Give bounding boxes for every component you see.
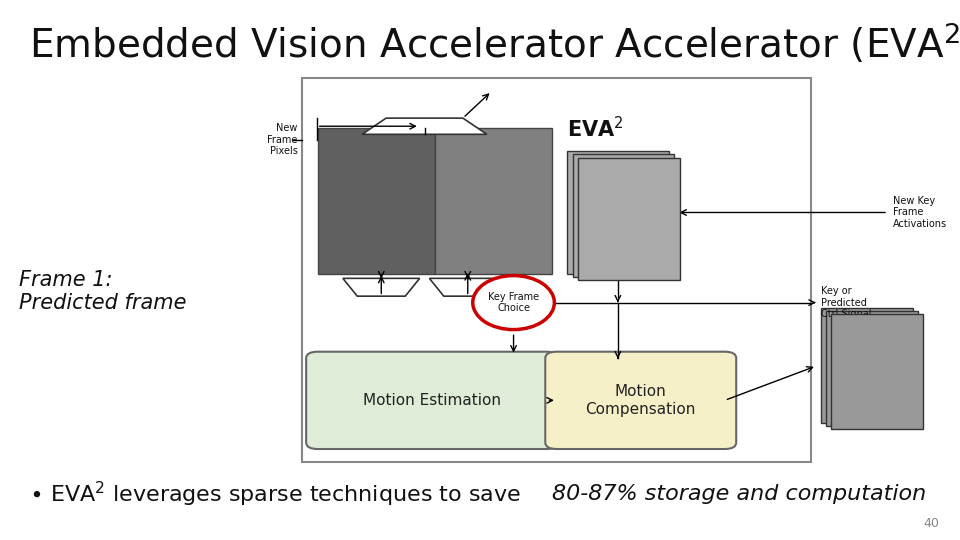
Text: Motion Estimation: Motion Estimation: [363, 393, 501, 408]
Text: Motion
Compensation: Motion Compensation: [586, 384, 696, 416]
Polygon shape: [362, 118, 487, 134]
FancyBboxPatch shape: [579, 158, 681, 280]
Text: 40: 40: [923, 517, 939, 530]
FancyBboxPatch shape: [827, 311, 918, 426]
Text: Key or
Predicted
Ctrl Signal: Key or Predicted Ctrl Signal: [821, 286, 872, 319]
FancyBboxPatch shape: [302, 78, 811, 462]
FancyBboxPatch shape: [318, 128, 435, 274]
FancyBboxPatch shape: [573, 154, 675, 277]
Text: 80-87% storage and computation: 80-87% storage and computation: [552, 484, 926, 504]
Ellipse shape: [472, 275, 554, 329]
Text: New
Frame
Pixels: New Frame Pixels: [267, 123, 298, 156]
Text: New Key
Frame
Activations: New Key Frame Activations: [893, 196, 947, 229]
FancyBboxPatch shape: [822, 308, 913, 423]
Text: Key Frame
Choice: Key Frame Choice: [488, 292, 540, 313]
Text: $\bullet$ EVA$^2$ leverages sparse techniques to save: $\bullet$ EVA$^2$ leverages sparse techn…: [29, 480, 522, 509]
FancyBboxPatch shape: [567, 151, 669, 274]
Polygon shape: [343, 278, 420, 296]
FancyBboxPatch shape: [306, 352, 558, 449]
FancyBboxPatch shape: [831, 314, 923, 429]
Polygon shape: [429, 278, 506, 296]
Text: EVA$^2$: EVA$^2$: [567, 116, 624, 141]
Text: Embedded Vision Accelerator Accelerator (EVA$^2$): Embedded Vision Accelerator Accelerator …: [29, 22, 960, 66]
FancyBboxPatch shape: [435, 128, 552, 274]
Text: Frame 1:
Predicted frame: Frame 1: Predicted frame: [19, 270, 186, 313]
FancyBboxPatch shape: [545, 352, 736, 449]
